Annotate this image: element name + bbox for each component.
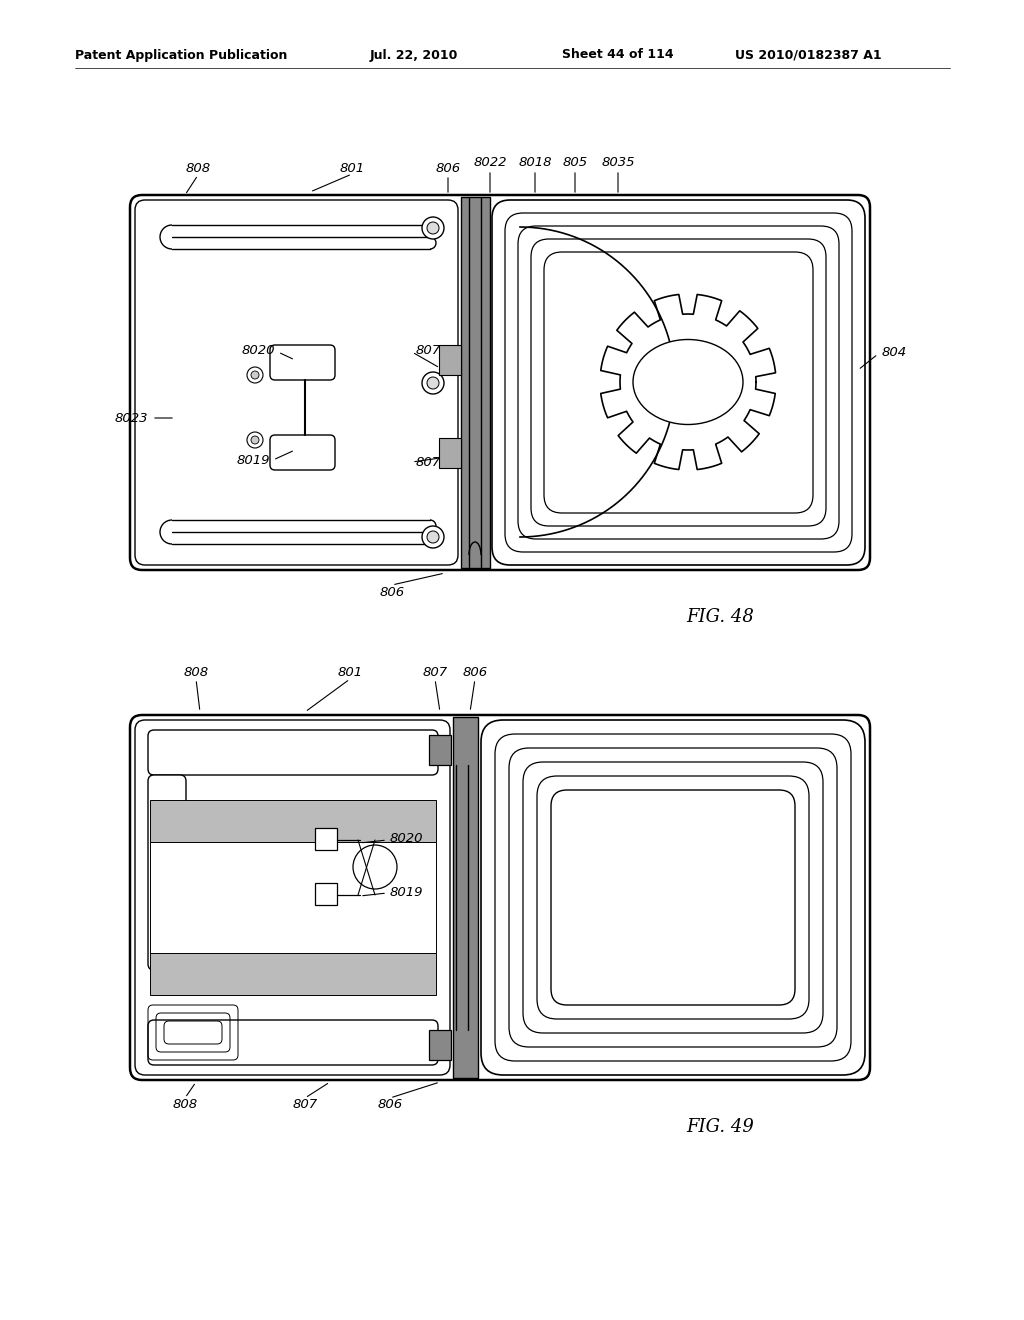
FancyBboxPatch shape — [148, 775, 186, 970]
FancyBboxPatch shape — [130, 715, 870, 1080]
Bar — [150, 953, 436, 995]
Text: 8035: 8035 — [601, 156, 635, 169]
Circle shape — [422, 216, 444, 239]
Text: 8023: 8023 — [115, 412, 148, 425]
Text: 808: 808 — [185, 161, 211, 174]
Text: Patent Application Publication: Patent Application Publication — [75, 49, 288, 62]
Text: 8022: 8022 — [473, 156, 507, 169]
Circle shape — [251, 436, 259, 444]
Bar — [150, 800, 436, 842]
Bar — [429, 1030, 451, 1060]
Text: US 2010/0182387 A1: US 2010/0182387 A1 — [735, 49, 882, 62]
Bar — [439, 438, 461, 469]
Text: 8019: 8019 — [237, 454, 270, 466]
Bar — [429, 735, 451, 766]
Circle shape — [427, 378, 439, 389]
FancyBboxPatch shape — [130, 195, 870, 570]
Text: 8020: 8020 — [242, 343, 275, 356]
Text: 805: 805 — [562, 156, 588, 169]
Circle shape — [427, 222, 439, 234]
Text: FIG. 48: FIG. 48 — [686, 609, 754, 626]
Text: 807: 807 — [416, 455, 441, 469]
Circle shape — [353, 845, 397, 888]
Text: Sheet 44 of 114: Sheet 44 of 114 — [562, 49, 674, 62]
Bar — [315, 883, 337, 906]
Text: 8020: 8020 — [390, 832, 424, 845]
Text: 806: 806 — [380, 586, 404, 598]
Text: 801: 801 — [338, 665, 362, 678]
FancyBboxPatch shape — [551, 789, 795, 1005]
Ellipse shape — [633, 339, 743, 425]
Text: 806: 806 — [378, 1098, 402, 1111]
Text: 807: 807 — [423, 665, 447, 678]
Circle shape — [247, 367, 263, 383]
Text: Jul. 22, 2010: Jul. 22, 2010 — [370, 49, 459, 62]
Text: FIG. 49: FIG. 49 — [686, 1118, 754, 1137]
Circle shape — [247, 432, 263, 447]
Text: 807: 807 — [293, 1098, 317, 1111]
FancyBboxPatch shape — [148, 730, 438, 775]
Circle shape — [422, 372, 444, 393]
FancyBboxPatch shape — [270, 345, 335, 380]
Circle shape — [251, 371, 259, 379]
FancyBboxPatch shape — [148, 1020, 438, 1065]
Bar — [315, 828, 337, 850]
Text: 806: 806 — [463, 665, 487, 678]
Text: 808: 808 — [172, 1098, 198, 1111]
Bar — [150, 842, 436, 953]
Text: 801: 801 — [339, 161, 365, 174]
Circle shape — [427, 531, 439, 543]
Text: 8019: 8019 — [390, 887, 424, 899]
Text: 804: 804 — [882, 346, 907, 359]
Bar — [453, 717, 478, 1078]
FancyBboxPatch shape — [270, 436, 335, 470]
Text: 8018: 8018 — [518, 156, 552, 169]
Circle shape — [422, 525, 444, 548]
Text: 807: 807 — [416, 343, 441, 356]
Bar — [439, 345, 461, 375]
Text: 808: 808 — [183, 665, 209, 678]
Bar — [461, 197, 490, 568]
Text: 806: 806 — [435, 161, 461, 174]
